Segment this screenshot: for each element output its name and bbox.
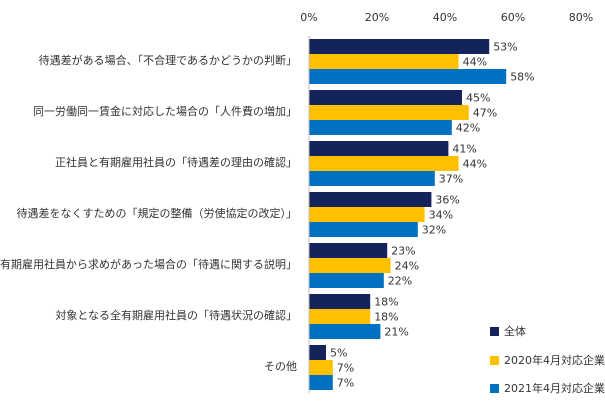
bars	[309, 39, 507, 390]
bar	[309, 222, 418, 237]
data-label: 58%	[510, 71, 534, 84]
data-label: 45%	[466, 92, 490, 105]
data-label: 22%	[388, 275, 412, 288]
category-label: 同一労働同一賃金に対応した場合の「人件費の増加」	[33, 104, 297, 118]
bar	[309, 120, 452, 135]
legend-label: 全体	[504, 324, 526, 338]
data-label: 24%	[395, 260, 419, 273]
bar	[309, 105, 469, 120]
category-label: 待遇差がある場合、「不合理であるかどうかの判断」	[39, 53, 297, 67]
bar	[309, 192, 432, 207]
x-tick-label: 0%	[300, 11, 317, 24]
data-labels: 53% 45% 41% 36% 23% 18% 5% 44% 47% 44% 34% 24% 18% 7%…	[330, 41, 535, 390]
data-label: 42%	[456, 122, 480, 135]
data-label: 44%	[463, 158, 487, 171]
bar	[309, 171, 435, 186]
bar	[309, 294, 371, 309]
bar	[309, 141, 449, 156]
data-label: 23%	[391, 245, 415, 258]
data-label: 21%	[384, 326, 408, 339]
category-label: 対象となる全有期雇用社員の「待遇状況の確認」	[55, 308, 297, 322]
x-tick-label: 80%	[569, 11, 593, 24]
x-tick-label: 40%	[433, 11, 457, 24]
data-label: 47%	[473, 107, 497, 120]
bar	[309, 258, 391, 273]
legend-label: 2021年4月対応企業	[504, 381, 605, 395]
data-label: 7%	[337, 377, 354, 390]
bar	[309, 243, 388, 258]
bar	[309, 309, 371, 324]
bar	[309, 345, 326, 360]
category-label: 正社員と有期雇用社員の「待遇差の理由の確認」	[55, 155, 297, 169]
x-axis-ticks: 0% 20% 40% 60% 80%	[300, 11, 593, 24]
legend: 全体 2020年4月対応企業 2021年4月対応企業	[490, 324, 605, 395]
data-label: 36%	[435, 194, 459, 207]
category-label: その他	[264, 360, 297, 373]
bar	[309, 375, 333, 390]
category-labels: 待遇差がある場合、「不合理であるかどうかの判断」同一労働同一賃金に対応した場合の…	[0, 53, 297, 373]
data-label: 18%	[374, 296, 398, 309]
bar	[309, 69, 507, 84]
data-label: 5%	[330, 347, 347, 360]
x-tick-label: 60%	[501, 11, 525, 24]
legend-label: 2020年4月対応企業	[504, 353, 605, 367]
bar	[309, 90, 462, 105]
data-label: 34%	[429, 209, 453, 222]
bar	[309, 273, 384, 288]
bar	[309, 54, 459, 69]
legend-swatch	[490, 356, 499, 365]
bar	[309, 39, 490, 54]
bar	[309, 324, 381, 339]
bar	[309, 360, 333, 375]
data-label: 37%	[439, 173, 463, 186]
data-label: 41%	[452, 143, 476, 156]
data-label: 7%	[337, 362, 354, 375]
legend-swatch	[490, 327, 499, 336]
data-label: 44%	[463, 56, 487, 69]
legend-swatch	[490, 384, 499, 393]
x-tick-label: 20%	[365, 11, 389, 24]
category-label: 待遇差をなくすための「規定の整備（労使協定の改定）」	[17, 206, 298, 220]
data-label: 18%	[374, 311, 398, 324]
data-label: 32%	[422, 224, 446, 237]
data-label: 53%	[493, 41, 517, 54]
bar	[309, 207, 425, 222]
category-label: 有期雇用社員から求めがあった場合の「待遇に関する説明」	[0, 257, 297, 271]
bar	[309, 156, 459, 171]
